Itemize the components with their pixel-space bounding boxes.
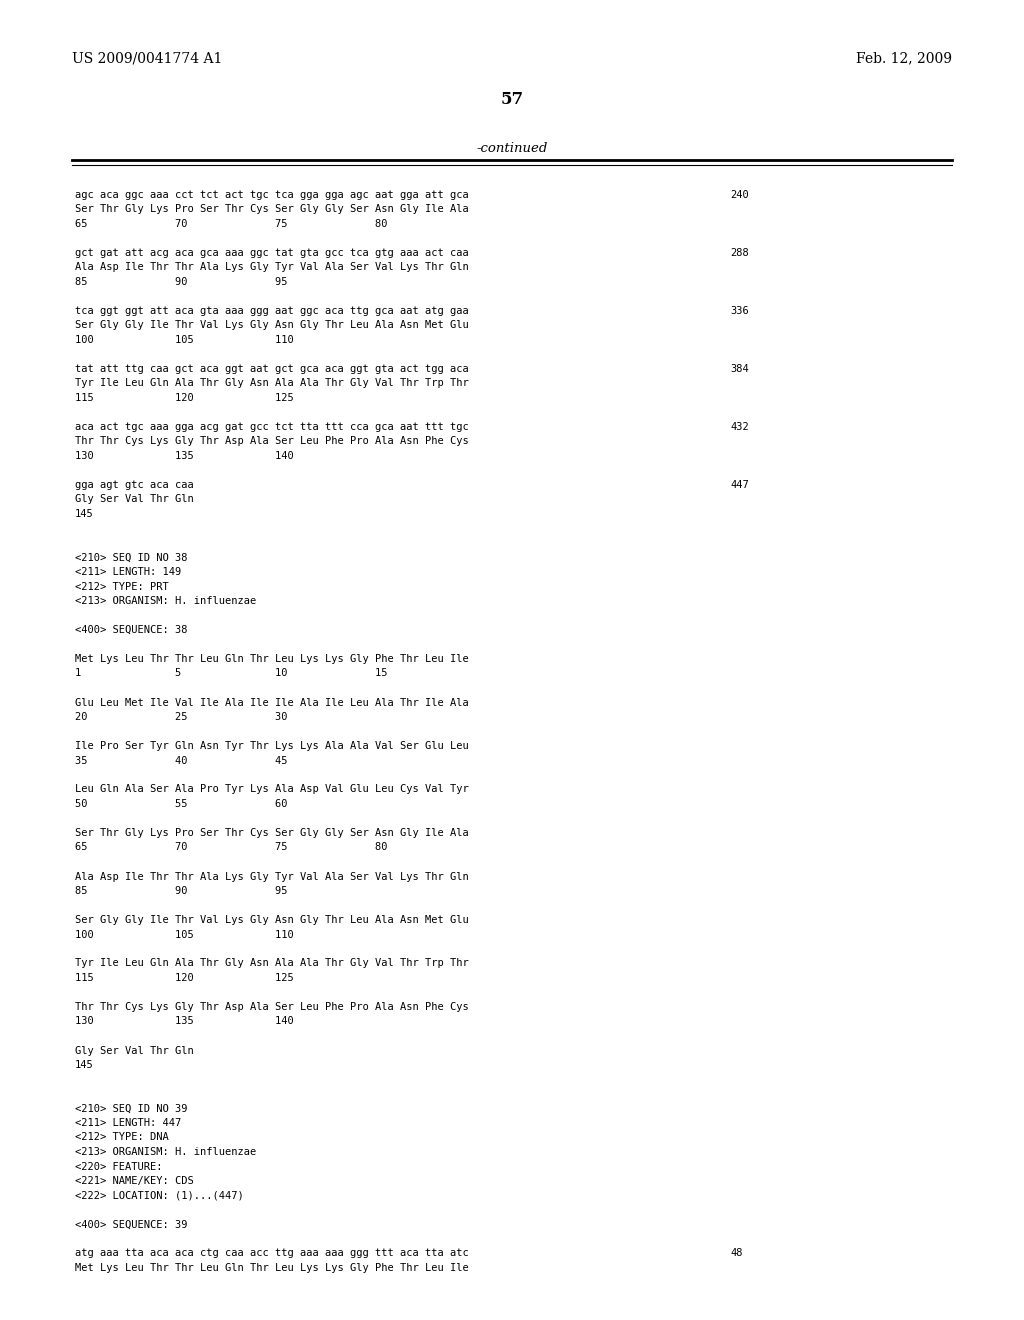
Text: 288: 288 [730,248,749,257]
Text: 384: 384 [730,364,749,374]
Text: <211> LENGTH: 149: <211> LENGTH: 149 [75,568,181,577]
Text: Gly Ser Val Thr Gln: Gly Ser Val Thr Gln [75,1045,194,1056]
Text: <400> SEQUENCE: 38: <400> SEQUENCE: 38 [75,624,187,635]
Text: tat att ttg caa gct aca ggt aat gct gca aca ggt gta act tgg aca: tat att ttg caa gct aca ggt aat gct gca … [75,364,469,374]
Text: Ser Gly Gly Ile Thr Val Lys Gly Asn Gly Thr Leu Ala Asn Met Glu: Ser Gly Gly Ile Thr Val Lys Gly Asn Gly … [75,321,469,330]
Text: 130             135             140: 130 135 140 [75,451,294,461]
Text: Leu Gln Ala Ser Ala Pro Tyr Lys Ala Asp Val Glu Leu Cys Val Tyr: Leu Gln Ala Ser Ala Pro Tyr Lys Ala Asp … [75,784,469,795]
Text: <210> SEQ ID NO 39: <210> SEQ ID NO 39 [75,1104,187,1114]
Text: -continued: -continued [476,141,548,154]
Text: aca act tgc aaa gga acg gat gcc tct tta ttt cca gca aat ttt tgc: aca act tgc aaa gga acg gat gcc tct tta … [75,422,469,432]
Text: 85              90              95: 85 90 95 [75,277,288,286]
Text: 48: 48 [730,1249,742,1258]
Text: 100             105             110: 100 105 110 [75,335,294,345]
Text: Met Lys Leu Thr Thr Leu Gln Thr Leu Lys Lys Gly Phe Thr Leu Ile: Met Lys Leu Thr Thr Leu Gln Thr Leu Lys … [75,1263,469,1272]
Text: <212> TYPE: DNA: <212> TYPE: DNA [75,1133,169,1143]
Text: 1               5               10              15: 1 5 10 15 [75,668,387,678]
Text: Feb. 12, 2009: Feb. 12, 2009 [856,51,952,65]
Text: 35              40              45: 35 40 45 [75,755,288,766]
Text: Tyr Ile Leu Gln Ala Thr Gly Asn Ala Ala Thr Gly Val Thr Trp Thr: Tyr Ile Leu Gln Ala Thr Gly Asn Ala Ala … [75,958,469,969]
Text: 57: 57 [501,91,523,108]
Text: 115             120             125: 115 120 125 [75,393,294,403]
Text: 50              55              60: 50 55 60 [75,799,288,809]
Text: 115             120             125: 115 120 125 [75,973,294,983]
Text: gct gat att acg aca gca aaa ggc tat gta gcc tca gtg aaa act caa: gct gat att acg aca gca aaa ggc tat gta … [75,248,469,257]
Text: Thr Thr Cys Lys Gly Thr Asp Ala Ser Leu Phe Pro Ala Asn Phe Cys: Thr Thr Cys Lys Gly Thr Asp Ala Ser Leu … [75,1002,469,1012]
Text: Glu Leu Met Ile Val Ile Ala Ile Ile Ala Ile Leu Ala Thr Ile Ala: Glu Leu Met Ile Val Ile Ala Ile Ile Ala … [75,697,469,708]
Text: 432: 432 [730,422,749,432]
Text: 65              70              75              80: 65 70 75 80 [75,842,387,853]
Text: agc aca ggc aaa cct tct act tgc tca gga gga agc aat gga att gca: agc aca ggc aaa cct tct act tgc tca gga … [75,190,469,201]
Text: 336: 336 [730,306,749,315]
Text: <400> SEQUENCE: 39: <400> SEQUENCE: 39 [75,1220,187,1229]
Text: Ser Thr Gly Lys Pro Ser Thr Cys Ser Gly Gly Ser Asn Gly Ile Ala: Ser Thr Gly Lys Pro Ser Thr Cys Ser Gly … [75,205,469,214]
Text: 100             105             110: 100 105 110 [75,929,294,940]
Text: <220> FEATURE:: <220> FEATURE: [75,1162,163,1172]
Text: 145: 145 [75,510,94,519]
Text: <212> TYPE: PRT: <212> TYPE: PRT [75,582,169,591]
Text: US 2009/0041774 A1: US 2009/0041774 A1 [72,51,222,65]
Text: Met Lys Leu Thr Thr Leu Gln Thr Leu Lys Lys Gly Phe Thr Leu Ile: Met Lys Leu Thr Thr Leu Gln Thr Leu Lys … [75,653,469,664]
Text: <213> ORGANISM: H. influenzae: <213> ORGANISM: H. influenzae [75,1147,256,1158]
Text: Ala Asp Ile Thr Thr Ala Lys Gly Tyr Val Ala Ser Val Lys Thr Gln: Ala Asp Ile Thr Thr Ala Lys Gly Tyr Val … [75,871,469,882]
Text: <211> LENGTH: 447: <211> LENGTH: 447 [75,1118,181,1129]
Text: Ser Gly Gly Ile Thr Val Lys Gly Asn Gly Thr Leu Ala Asn Met Glu: Ser Gly Gly Ile Thr Val Lys Gly Asn Gly … [75,915,469,925]
Text: 130             135             140: 130 135 140 [75,1016,294,1027]
Text: 447: 447 [730,480,749,490]
Text: Thr Thr Cys Lys Gly Thr Asp Ala Ser Leu Phe Pro Ala Asn Phe Cys: Thr Thr Cys Lys Gly Thr Asp Ala Ser Leu … [75,437,469,446]
Text: Ile Pro Ser Tyr Gln Asn Tyr Thr Lys Lys Ala Ala Val Ser Glu Leu: Ile Pro Ser Tyr Gln Asn Tyr Thr Lys Lys … [75,741,469,751]
Text: 85              90              95: 85 90 95 [75,886,288,896]
Text: Gly Ser Val Thr Gln: Gly Ser Val Thr Gln [75,495,194,504]
Text: atg aaa tta aca aca ctg caa acc ttg aaa aaa ggg ttt aca tta atc: atg aaa tta aca aca ctg caa acc ttg aaa … [75,1249,469,1258]
Text: Ser Thr Gly Lys Pro Ser Thr Cys Ser Gly Gly Ser Asn Gly Ile Ala: Ser Thr Gly Lys Pro Ser Thr Cys Ser Gly … [75,828,469,838]
Text: Tyr Ile Leu Gln Ala Thr Gly Asn Ala Ala Thr Gly Val Thr Trp Thr: Tyr Ile Leu Gln Ala Thr Gly Asn Ala Ala … [75,379,469,388]
Text: 145: 145 [75,1060,94,1071]
Text: <222> LOCATION: (1)...(447): <222> LOCATION: (1)...(447) [75,1191,244,1200]
Text: <213> ORGANISM: H. influenzae: <213> ORGANISM: H. influenzae [75,597,256,606]
Text: tca ggt ggt att aca gta aaa ggg aat ggc aca ttg gca aat atg gaa: tca ggt ggt att aca gta aaa ggg aat ggc … [75,306,469,315]
Text: <221> NAME/KEY: CDS: <221> NAME/KEY: CDS [75,1176,194,1185]
Text: Ala Asp Ile Thr Thr Ala Lys Gly Tyr Val Ala Ser Val Lys Thr Gln: Ala Asp Ile Thr Thr Ala Lys Gly Tyr Val … [75,263,469,272]
Text: 240: 240 [730,190,749,201]
Text: 20              25              30: 20 25 30 [75,711,288,722]
Text: 65              70              75              80: 65 70 75 80 [75,219,387,228]
Text: gga agt gtc aca caa: gga agt gtc aca caa [75,480,194,490]
Text: <210> SEQ ID NO 38: <210> SEQ ID NO 38 [75,553,187,562]
